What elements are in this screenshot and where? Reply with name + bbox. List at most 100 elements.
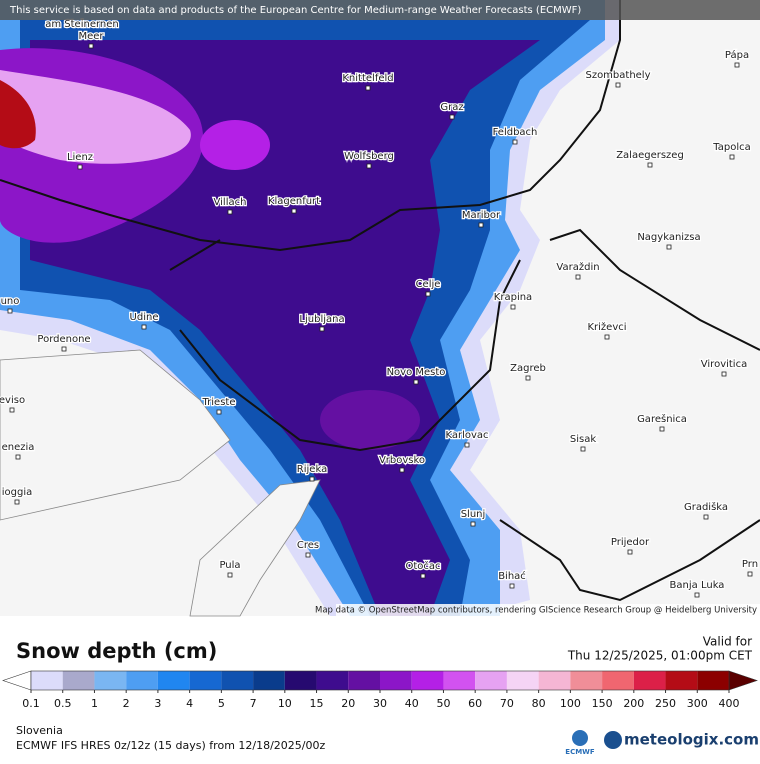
colorbar-tick-label: 300 <box>687 697 708 710</box>
place-label: Wolfsberg <box>344 151 394 162</box>
place-label: Tapolca <box>712 142 750 153</box>
place-dot <box>509 583 515 589</box>
place-dot <box>77 164 83 170</box>
place-label: eviso <box>0 395 25 406</box>
snow-area <box>0 80 36 149</box>
place-dot <box>575 274 581 280</box>
place-label: Udine <box>130 312 159 323</box>
place-label: Pula <box>219 560 240 571</box>
notice: This service is based on data and produc… <box>9 5 581 16</box>
place-dot <box>425 291 431 297</box>
colorbar-bin <box>697 671 729 690</box>
place-dot <box>366 163 372 169</box>
place-label: Celje <box>416 279 441 290</box>
colorbar-bin <box>443 671 476 690</box>
colorbar-bin <box>665 671 698 690</box>
colorbar-tick-label: 0.5 <box>54 697 72 710</box>
place-dot <box>666 244 672 250</box>
place-label: Maribor <box>462 210 501 221</box>
place-dot <box>694 592 700 598</box>
place-label: uno <box>1 296 20 307</box>
colorbar-bin <box>157 671 190 690</box>
place-label: Virovitica <box>701 359 747 370</box>
place-dot <box>478 222 484 228</box>
colorbar-bin <box>633 671 666 690</box>
colorbar-tick-label: 15 <box>310 697 324 710</box>
place-dot <box>510 304 516 310</box>
place-dot <box>227 572 233 578</box>
place-dot <box>305 552 311 558</box>
place-dot <box>580 446 586 452</box>
colorbar-bin <box>570 671 603 690</box>
place-dot <box>729 154 735 160</box>
region: Slovenia <box>16 724 63 737</box>
colorbar-tick-label: 200 <box>623 697 644 710</box>
colorbar-tick-label: 250 <box>655 697 676 710</box>
colorbar-tick-label: 5 <box>218 697 225 710</box>
colorbar-bin <box>411 671 444 690</box>
colorbar-tick-label: 70 <box>500 697 514 710</box>
colorbar-tick-label: 60 <box>468 697 482 710</box>
place-dot <box>604 334 610 340</box>
place-label: Vrbovsko <box>379 455 425 466</box>
place-dot <box>647 162 653 168</box>
place-label: Villach <box>214 197 247 208</box>
place-label: enezia <box>2 442 35 453</box>
colorbar-bin <box>31 671 63 690</box>
place-dot <box>464 442 470 448</box>
notice-bar <box>0 0 760 20</box>
place-dot <box>141 324 147 330</box>
place-label: Karlovac <box>445 430 488 441</box>
place-label: Bihać <box>498 570 526 582</box>
place-label: Cres <box>297 540 319 551</box>
colorbar-bin <box>506 671 539 690</box>
place-label: Graz <box>440 102 463 113</box>
place-dot <box>7 308 13 314</box>
place-dot <box>734 62 740 68</box>
colorbar-tick-label: 150 <box>592 697 613 710</box>
place-dot <box>88 43 94 49</box>
place-label: Trieste <box>202 397 236 408</box>
colorbar-tick-label: 40 <box>405 697 419 710</box>
place-dot <box>747 571 753 577</box>
place-dot <box>512 139 518 145</box>
colorbar-tick-label: 20 <box>341 697 355 710</box>
place-dot <box>309 476 315 482</box>
colorbar-above <box>728 670 758 691</box>
place-label: Rijeka <box>297 464 327 475</box>
attribution: Map data © OpenStreetMap contributors, r… <box>315 606 757 616</box>
snow-area <box>320 390 420 450</box>
place-label: Meer <box>78 31 104 42</box>
colorbar-tick-label: 10 <box>278 697 292 710</box>
colorbar-bin <box>316 671 349 690</box>
colorbar-tick-label: 50 <box>436 697 450 710</box>
place-label: Sisak <box>570 434 596 445</box>
colorbar-tick-label: 1 <box>91 697 98 710</box>
place-dot <box>627 549 633 555</box>
snow-area <box>200 120 270 170</box>
colorbar-bin <box>221 671 254 690</box>
border <box>0 0 760 602</box>
brand: meteologix.com <box>624 731 759 749</box>
colorbar-bin <box>189 671 222 690</box>
place-dot <box>14 499 20 505</box>
place-label: Banja Luka <box>670 580 725 591</box>
colorbar-bin <box>380 671 412 690</box>
place-label: Krapina <box>494 292 532 303</box>
place-label: Prn <box>742 559 758 570</box>
place-label: Novo Mesto <box>387 367 446 378</box>
place-label: Zalaegerszeg <box>616 150 684 161</box>
place-dot <box>79 31 85 37</box>
place-dot <box>9 407 15 413</box>
colorbar-below <box>2 670 32 691</box>
valid-label: Valid for <box>703 635 752 649</box>
place-label: Pordenone <box>37 334 90 345</box>
place-dot <box>721 371 727 377</box>
place-dot <box>365 85 371 91</box>
place-dot <box>227 209 233 215</box>
place-label: ioggia <box>2 487 33 498</box>
place-label: Slunj <box>461 509 486 520</box>
